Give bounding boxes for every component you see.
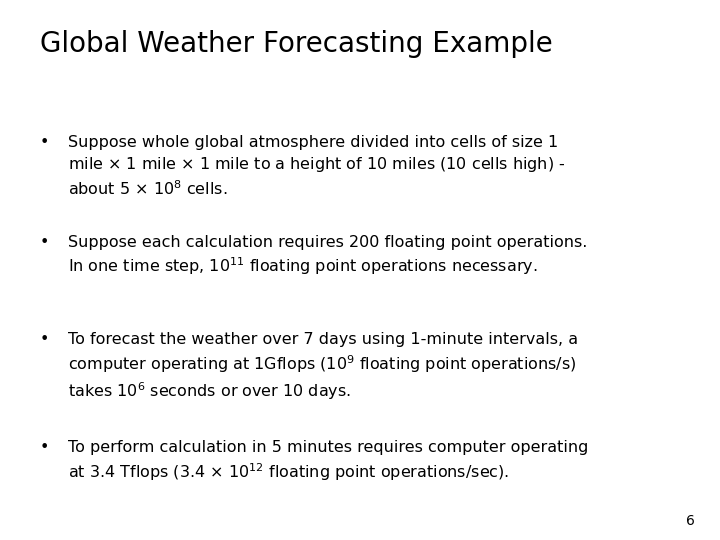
Text: •: •: [40, 332, 49, 347]
Text: To forecast the weather over 7 days using 1-minute intervals, a
computer operati: To forecast the weather over 7 days usin…: [68, 332, 579, 402]
Text: •: •: [40, 235, 49, 250]
Text: •: •: [40, 440, 49, 455]
Text: Suppose whole global atmosphere divided into cells of size 1
mile $\times$ 1 mil: Suppose whole global atmosphere divided …: [68, 135, 566, 198]
Text: Suppose each calculation requires 200 floating point operations.
In one time ste: Suppose each calculation requires 200 fl…: [68, 235, 588, 278]
Text: •: •: [40, 135, 49, 150]
Text: Global Weather Forecasting Example: Global Weather Forecasting Example: [40, 30, 552, 58]
Text: To perform calculation in 5 minutes requires computer operating
at 3.4 Tflops (3: To perform calculation in 5 minutes requ…: [68, 440, 589, 483]
Text: 6: 6: [686, 514, 695, 528]
